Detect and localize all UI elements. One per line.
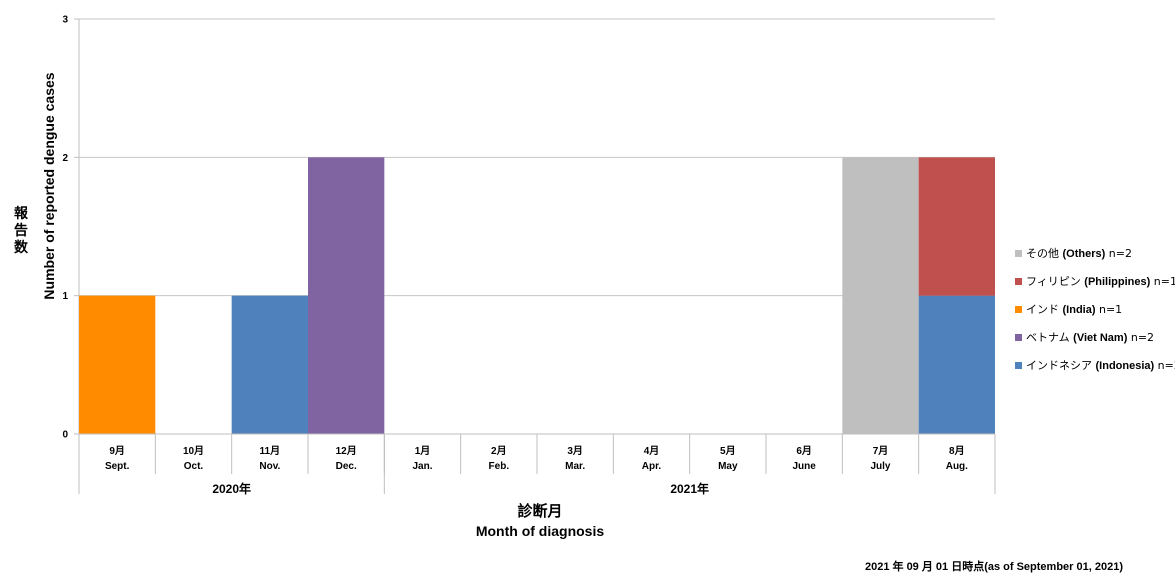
y-tick-label: 2: [62, 153, 68, 164]
legend-swatch: [1015, 334, 1022, 341]
legend-label: インドネシア (Indonesia) n=2: [1026, 357, 1175, 373]
x-tick-label-jp: 5月: [720, 445, 736, 457]
x-tick-label-jp: 4月: [644, 445, 660, 457]
y-axis-title-jp-char: 報: [14, 206, 28, 222]
y-axis-title-jp-char: 数: [14, 240, 28, 256]
legend-count: n=1: [1150, 275, 1175, 288]
legend-count: n=2: [1127, 331, 1155, 344]
x-tick-label-jp: 1月: [415, 445, 431, 457]
x-tick-label-en: July: [870, 461, 890, 472]
legend-count: n=1: [1095, 303, 1123, 316]
x-tick-label-en: Oct.: [184, 461, 204, 472]
legend-name-en: (Philippines): [1084, 276, 1151, 288]
bar-segment: [918, 157, 995, 296]
y-axis-title-jp-char: 告: [14, 223, 28, 239]
legend-name-jp: ベトナム: [1026, 331, 1074, 344]
x-tick-label-jp: 8月: [949, 445, 965, 457]
x-axis-title-en: Month of diagnosis: [475, 523, 605, 539]
y-axis-title-jp: 報告数: [12, 206, 30, 257]
legend-name-en: (India): [1062, 304, 1096, 316]
bar-segment: [842, 157, 919, 435]
y-tick-label: 3: [62, 15, 68, 26]
x-tick-label-en: Jan.: [412, 461, 432, 472]
bar-segment: [231, 295, 308, 434]
legend-name-en: (Viet Nam): [1073, 332, 1128, 344]
x-axis-title-jp: 診断月: [517, 502, 563, 520]
legend-label: その他 (Others) n=2: [1026, 245, 1132, 261]
x-tick-label-jp: 12月: [336, 445, 357, 457]
legend-swatch: [1015, 250, 1022, 257]
bar-segment: [918, 295, 995, 434]
legend-name-jp: その他: [1026, 247, 1063, 260]
x-tick-label-en: Dec.: [336, 461, 357, 472]
x-tick-label-jp: 11月: [260, 445, 281, 457]
legend-name-en: (Indonesia): [1095, 360, 1155, 372]
x-tick-label-en: Feb.: [489, 461, 510, 472]
legend-swatch: [1015, 278, 1022, 285]
x-tick-label-en: Apr.: [642, 461, 662, 472]
legend-count: n=2: [1157, 359, 1175, 372]
legend-label: インド (India) n=1: [1026, 301, 1122, 317]
x-tick-label-jp: 9月: [109, 445, 125, 457]
as-of-timestamp: 2021 年 09 月 01 日時点(as of September 01, 2…: [864, 561, 1123, 573]
legend-label: ベトナム (Viet Nam) n=2: [1026, 329, 1154, 345]
legend-name-jp: インドネシア: [1026, 359, 1096, 372]
x-tick-label-en: June: [792, 461, 816, 472]
y-tick-label: 0: [62, 430, 68, 441]
year-label: 2021年: [670, 481, 709, 496]
x-tick-label-en: Aug.: [946, 461, 968, 472]
x-tick-label-en: Sept.: [105, 461, 130, 472]
x-tick-label-jp: 3月: [567, 445, 583, 457]
bar-segment: [308, 157, 385, 435]
x-tick-label-jp: 10月: [183, 445, 204, 457]
bar-segment: [79, 295, 156, 434]
x-tick-label-jp: 2月: [491, 445, 507, 457]
legend-name-jp: インド: [1026, 303, 1063, 316]
x-tick-label-jp: 7月: [873, 445, 889, 457]
x-tick-label-en: Nov.: [259, 461, 280, 472]
y-tick-label: 1: [62, 291, 68, 302]
legend-name-en: (Others): [1062, 248, 1106, 260]
legend-name-jp: フィリピン: [1026, 275, 1085, 288]
x-tick-label-jp: 6月: [796, 445, 812, 457]
y-axis-title-en: Number of reported dengue cases: [41, 72, 57, 300]
legend-swatch: [1015, 362, 1022, 369]
x-tick-label-en: May: [718, 461, 738, 472]
x-tick-label-en: Mar.: [565, 461, 585, 472]
legend-count: n=2: [1105, 247, 1132, 260]
year-label: 2020年: [212, 481, 251, 496]
legend-swatch: [1015, 306, 1022, 313]
legend-label: フィリピン (Philippines) n=1: [1026, 273, 1175, 289]
